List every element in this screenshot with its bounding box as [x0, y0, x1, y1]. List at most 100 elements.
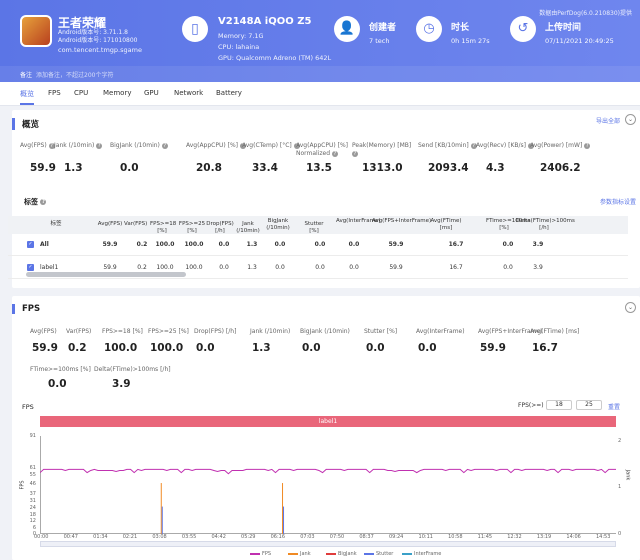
notes-input[interactable]: 添加备注，不超过200个字符 [36, 72, 114, 79]
y-tick-label: 31 [29, 497, 36, 504]
legend-item[interactable]: FPS [250, 551, 271, 557]
x-tick-label: 00:00 [34, 534, 49, 540]
table-row[interactable]: ✓ All 59.9 0.2 100.0 100.0 0.0 1.3 0.0 0.0 0.0 59.9… [8, 234, 628, 256]
y-tick-label: 12 [29, 518, 36, 525]
reset-link[interactable]: 重置 [608, 404, 621, 411]
collapse-icon[interactable]: ⌄ [625, 114, 636, 125]
tab-cpu[interactable]: CPU [74, 89, 89, 97]
device-specs: Memory: 7.1G CPU: lahaina GPU: Qualcomm … [218, 32, 332, 62]
table-cell: 0.0 [314, 241, 326, 248]
x-tick-label: 03:08 [152, 534, 167, 540]
x-tick-label: 10:58 [448, 534, 463, 540]
help-icon[interactable]: ? [48, 142, 55, 149]
help-icon[interactable]: ? [40, 199, 47, 205]
help-icon[interactable]: ? [470, 142, 477, 149]
table-cell: 0.2 [137, 264, 147, 271]
table-cell: 59.9 [389, 264, 403, 271]
legend-item[interactable]: Jank [288, 551, 311, 557]
tab-gpu[interactable]: GPU [144, 89, 159, 97]
metric-label: Delta(FTime)>100ms [/h] [94, 366, 171, 373]
overview-title: 概览 [12, 118, 39, 130]
fps-threshold-18[interactable]: 18 [546, 400, 572, 410]
x-tick-label: 06:16 [270, 534, 286, 540]
collapse-icon[interactable]: ⌄ [625, 302, 636, 313]
metric-value: 0.0 [48, 378, 67, 390]
report-header: 王者荣耀 Android版本号: 3.71.1.8 Android版本号: 17… [0, 0, 640, 82]
metric-label: Jank (/10min) [250, 328, 291, 335]
x-tick-label: 03:55 [181, 534, 197, 540]
table-column-header: 标签 [50, 221, 62, 227]
metric-value: 59.9 [30, 162, 56, 174]
legend-label: FPS [262, 551, 272, 557]
table-column-header: BigJank (/10min) [266, 218, 290, 231]
x-tick-label: 08:37 [359, 534, 374, 540]
notes-bar[interactable]: 备注 添加备注，不超过200个字符 [0, 66, 640, 82]
row-label: All [40, 241, 49, 248]
tab-battery[interactable]: Battery [216, 89, 242, 97]
tab-network[interactable]: Network [174, 89, 204, 97]
help-icon[interactable]: ? [352, 150, 358, 157]
metric-value: 100.0 [150, 342, 184, 354]
help-icon[interactable]: ? [293, 142, 300, 149]
row-checkbox[interactable]: ✓ [27, 264, 34, 271]
help-icon[interactable]: ? [161, 142, 168, 149]
fps-threshold-25[interactable]: 25 [576, 400, 602, 410]
help-icon[interactable]: ? [527, 142, 534, 149]
metric-label: Avg(FPS+InterFrame) [478, 328, 543, 335]
help-icon[interactable]: ? [239, 142, 246, 149]
fps-panel: FPS ⌄ [12, 296, 640, 560]
y-tick-label: 6 [32, 524, 36, 531]
table-column-header: Stutter [%] [304, 221, 324, 234]
params-settings-link[interactable]: 参数指标设置 [600, 199, 637, 206]
tab-fps[interactable]: FPS [48, 89, 61, 97]
y2-tick-label: 1 [618, 484, 622, 491]
metric-value: 59.9 [32, 342, 58, 354]
metric-label: Avg(Recv) [KB/s] ? [476, 142, 534, 149]
table-column-header: Var(FPS) [124, 221, 148, 227]
metric-value: 2406.2 [540, 162, 581, 174]
metric-value: 0.0 [366, 342, 385, 354]
metric-value: 0.0 [120, 162, 139, 174]
legend-item[interactable]: BigJank [326, 551, 357, 557]
x-tick-label: 12:32 [507, 534, 522, 540]
y2-axis-label: Jank [624, 469, 631, 481]
export-all-link[interactable]: 导出全部 [596, 118, 621, 125]
x-tick-label: 09:24 [388, 534, 404, 540]
table-row[interactable]: ✓ label1 59.9 0.2 100.0 100.0 0.0 1.3 0.0 0.0 0.0 5… [8, 257, 628, 279]
x-tick-label: 13:19 [536, 534, 552, 540]
tab-overview[interactable]: 概览 [20, 89, 34, 105]
help-icon[interactable]: ? [331, 150, 338, 157]
y-axis-label: FPS [19, 480, 26, 490]
row-checkbox[interactable]: ✓ [27, 241, 34, 248]
fps-chart-title: FPS [22, 403, 34, 411]
row-label: label1 [40, 264, 59, 271]
table-cell: 59.9 [102, 241, 118, 248]
help-icon[interactable]: ? [96, 142, 103, 149]
metric-value: 1.3 [252, 342, 271, 354]
metric-value: 59.9 [480, 342, 506, 354]
metric-label: Send [KB/10min] ? [418, 142, 477, 149]
table-column-header: Avg(InterFrame) [336, 218, 381, 224]
x-tick-label: 07:50 [329, 534, 345, 540]
metric-label: Avg(AppCPU) [%] ? [186, 142, 246, 149]
help-icon[interactable]: ? [584, 142, 591, 149]
metric-value: 1.3 [64, 162, 83, 174]
fps-chart[interactable] [40, 436, 616, 534]
time-range-slider[interactable] [40, 541, 616, 547]
metric-value: 0.0 [302, 342, 321, 354]
label-bar[interactable]: label1 [40, 416, 616, 427]
metric-label: Avg(FPS) [30, 328, 57, 335]
metric-label: Avg(Power) [mW] ? [530, 142, 591, 149]
legend-item[interactable]: InterFrame [402, 551, 441, 557]
clock-icon: ◷ [416, 16, 442, 42]
legend-label: Jank [300, 551, 311, 557]
legend-label: InterFrame [414, 551, 442, 557]
table-scrollbar[interactable] [26, 272, 186, 277]
metric-label: Avg(InterFrame) [416, 328, 465, 335]
legend-item[interactable]: Stutter [364, 551, 393, 557]
tab-memory[interactable]: Memory [103, 89, 132, 97]
legend-swatch [250, 552, 260, 555]
legend-swatch [288, 552, 298, 555]
metric-value: 0.2 [68, 342, 87, 354]
metric-label: Avg(AppCPU) [%] Normalized ? [296, 142, 349, 157]
